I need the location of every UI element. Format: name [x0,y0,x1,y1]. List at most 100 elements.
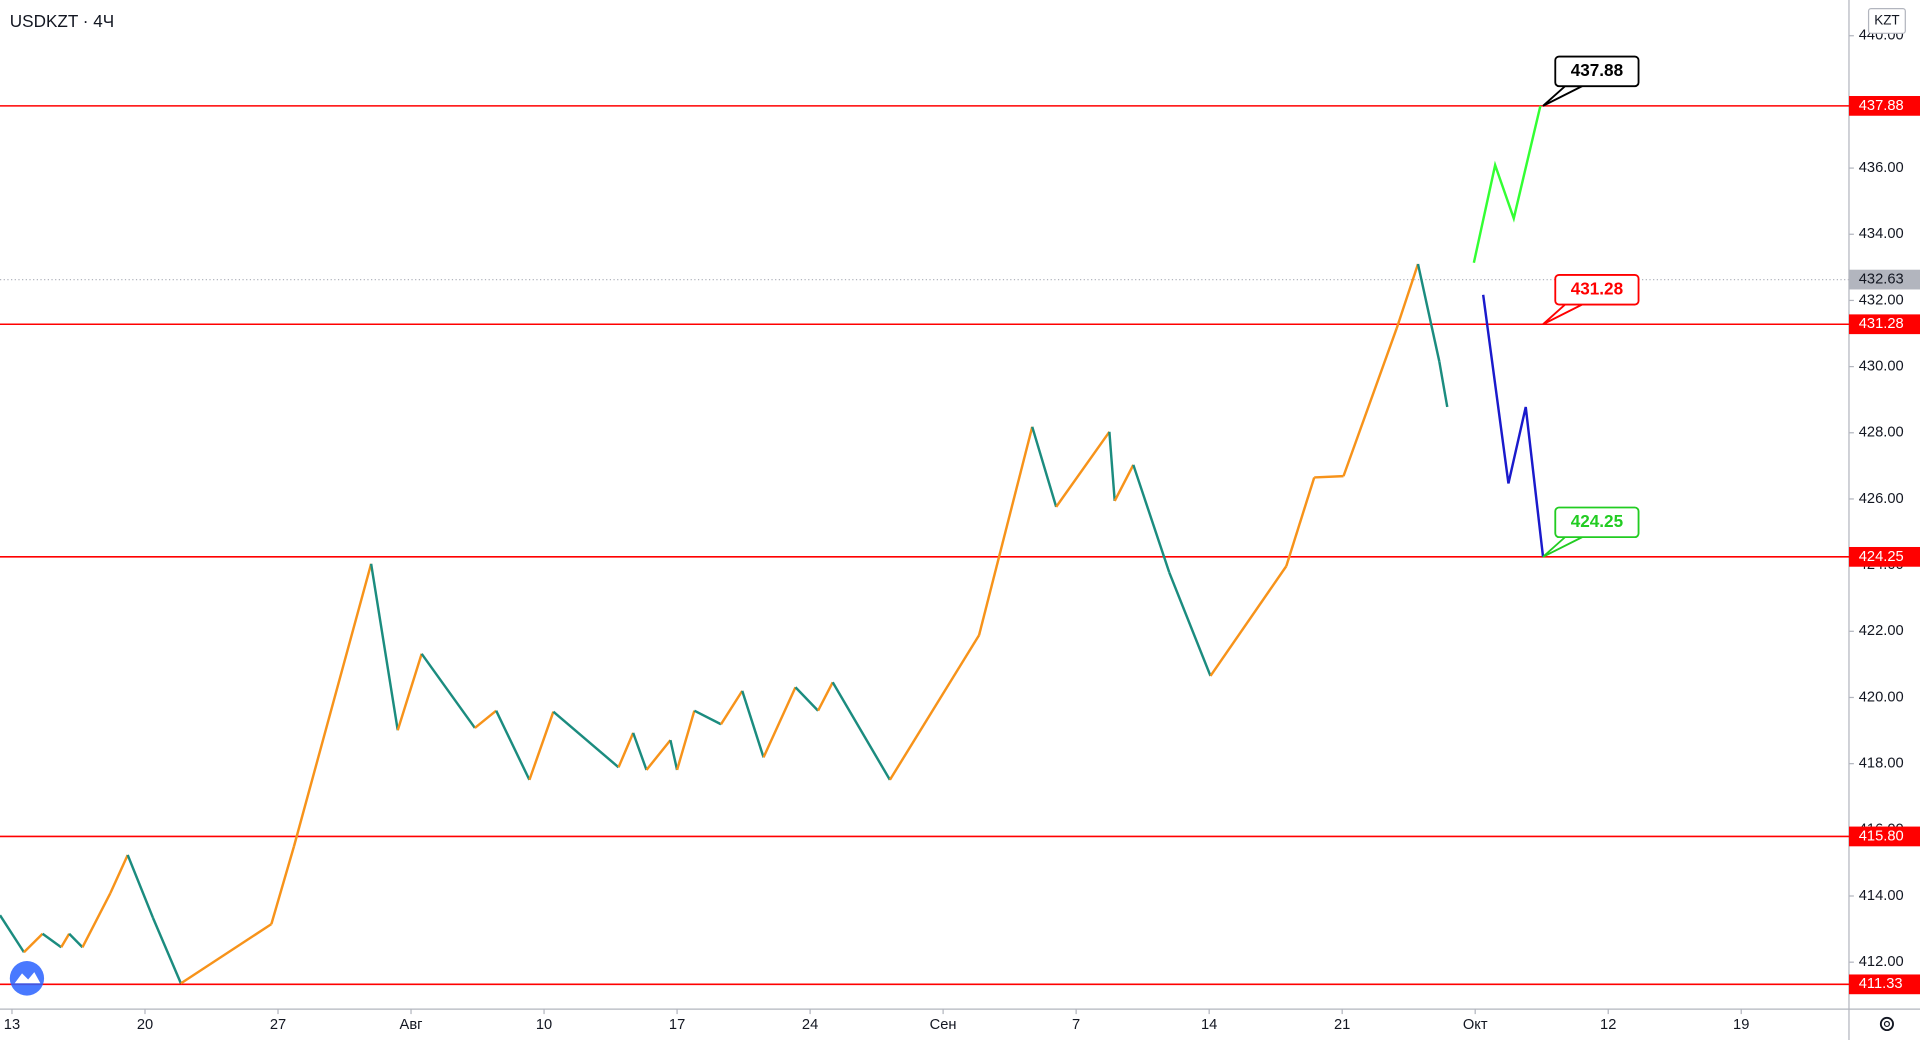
zigzag-segment [474,709,497,729]
zigzag-segment [1168,571,1212,677]
zigzag-segment [495,710,531,781]
x-tick-label: Авг [400,1017,423,1033]
zigzag-segment [1108,431,1116,502]
symbol-title[interactable]: USDKZT · 4Ч [10,11,114,31]
projection-line [1472,105,1542,263]
y-tick-label: 434.00 [1859,226,1904,242]
settings-button[interactable] [1879,1016,1894,1032]
x-tick-label: 12 [1600,1017,1616,1033]
axes: 412.00414.00416.00418.00420.00422.00424.… [4,28,1920,1033]
level-tag [1848,314,1920,335]
zigzag-segment [180,923,273,985]
zigzag-segment [68,932,84,949]
zigzag-segment [888,634,981,781]
x-tick-label: 10 [536,1017,552,1033]
y-tick-label: 428.00 [1859,425,1904,441]
level-label: 437.88 [1859,98,1904,114]
zigzag-segment [1314,474,1344,479]
x-tick-label: 20 [137,1017,153,1033]
level-label: 415.80 [1859,828,1904,844]
zigzag-segment [1132,464,1171,573]
zigzag-segment [762,686,797,758]
x-tick-label: 13 [4,1017,20,1033]
zigzag-segment [552,710,620,769]
zigzag-segment [669,739,679,771]
x-tick-label: 24 [802,1017,818,1033]
projection-line [1481,294,1545,557]
callout-box [1554,506,1640,539]
x-tick-label: 14 [1201,1017,1217,1033]
level-tag [1848,96,1920,116]
x-tick-label: Сен [930,1017,957,1033]
zigzag-segment [41,932,62,949]
level-tag [1848,826,1920,847]
level-label: 411.33 [1859,976,1903,992]
zigzag-segment [977,426,1034,636]
y-tick-label: 432.00 [1859,292,1904,308]
zigzag-segment [645,739,672,771]
x-tick-label: 21 [1334,1017,1350,1033]
y-tick-label: 414.00 [1859,888,1904,904]
callout-box [1554,55,1640,88]
zigzag-segment [0,914,25,953]
last-price-tag [1848,269,1920,290]
plot: 437.88 431.28 424.25 [0,55,1849,986]
zigzag-segment [420,653,476,729]
zigzag-segment [675,710,696,771]
zigzag-segment [369,563,399,731]
y-tick-label: 418.00 [1859,756,1904,772]
y-tick-label: 426.00 [1859,491,1904,507]
callout-label: 437.88 [1571,60,1624,80]
zigzag-segment [1395,263,1420,329]
level-tag [1848,546,1920,567]
zigzag-segment [1209,565,1288,677]
level-label: 424.25 [1859,549,1904,565]
callout-box [1554,273,1640,306]
gear-hub [1883,1020,1890,1028]
zigzag-segment [81,892,112,948]
zigzag-segment [126,854,155,919]
zigzag-segment [617,732,635,768]
x-tick-label: 19 [1733,1017,1749,1033]
level-tag [1848,974,1920,995]
logo-icon [14,972,41,984]
y-tick-label: 436.00 [1859,160,1904,176]
last-price-label: 432.63 [1859,271,1904,287]
zigzag-segment [1342,327,1398,477]
x-tick-label: Окт [1463,1017,1488,1033]
zigzag-segment [292,563,373,847]
zigzag-segment [794,686,819,712]
currency-box[interactable] [1867,8,1906,34]
zigzag-segment [719,690,744,725]
zigzag-segment [1055,431,1111,508]
zigzag-segment [1285,477,1316,567]
zigzag-segment [831,681,891,781]
zigzag-segment [151,917,183,984]
logo[interactable] [9,961,45,996]
zigzag-segment [632,732,648,771]
y-tick-label: 412.00 [1859,954,1904,970]
y-tick-label: 430.00 [1859,358,1904,374]
zigzag-segment [109,854,129,894]
x-tick-label: 27 [270,1017,286,1033]
y-tick-label: 420.00 [1859,689,1904,705]
zigzag-segment [1438,361,1449,408]
zigzag-segment [741,690,765,758]
zigzag-segment [60,933,71,948]
x-tick-label: 17 [669,1017,685,1033]
zigzag-segment [528,711,555,781]
zigzag-segment [396,653,423,731]
zigzag-segment [270,846,296,925]
level-label: 431.28 [1859,316,1904,332]
callout-label: 431.28 [1571,278,1624,298]
zigzag-segment [693,709,722,726]
zigzag-segment [816,681,834,712]
currency: KZT [1874,13,1899,28]
zigzag-segment [1031,426,1058,508]
callout-label: 424.25 [1571,511,1624,531]
zigzag-segment [23,932,44,954]
zigzag-segment [1113,464,1135,502]
gear [1879,1016,1894,1032]
